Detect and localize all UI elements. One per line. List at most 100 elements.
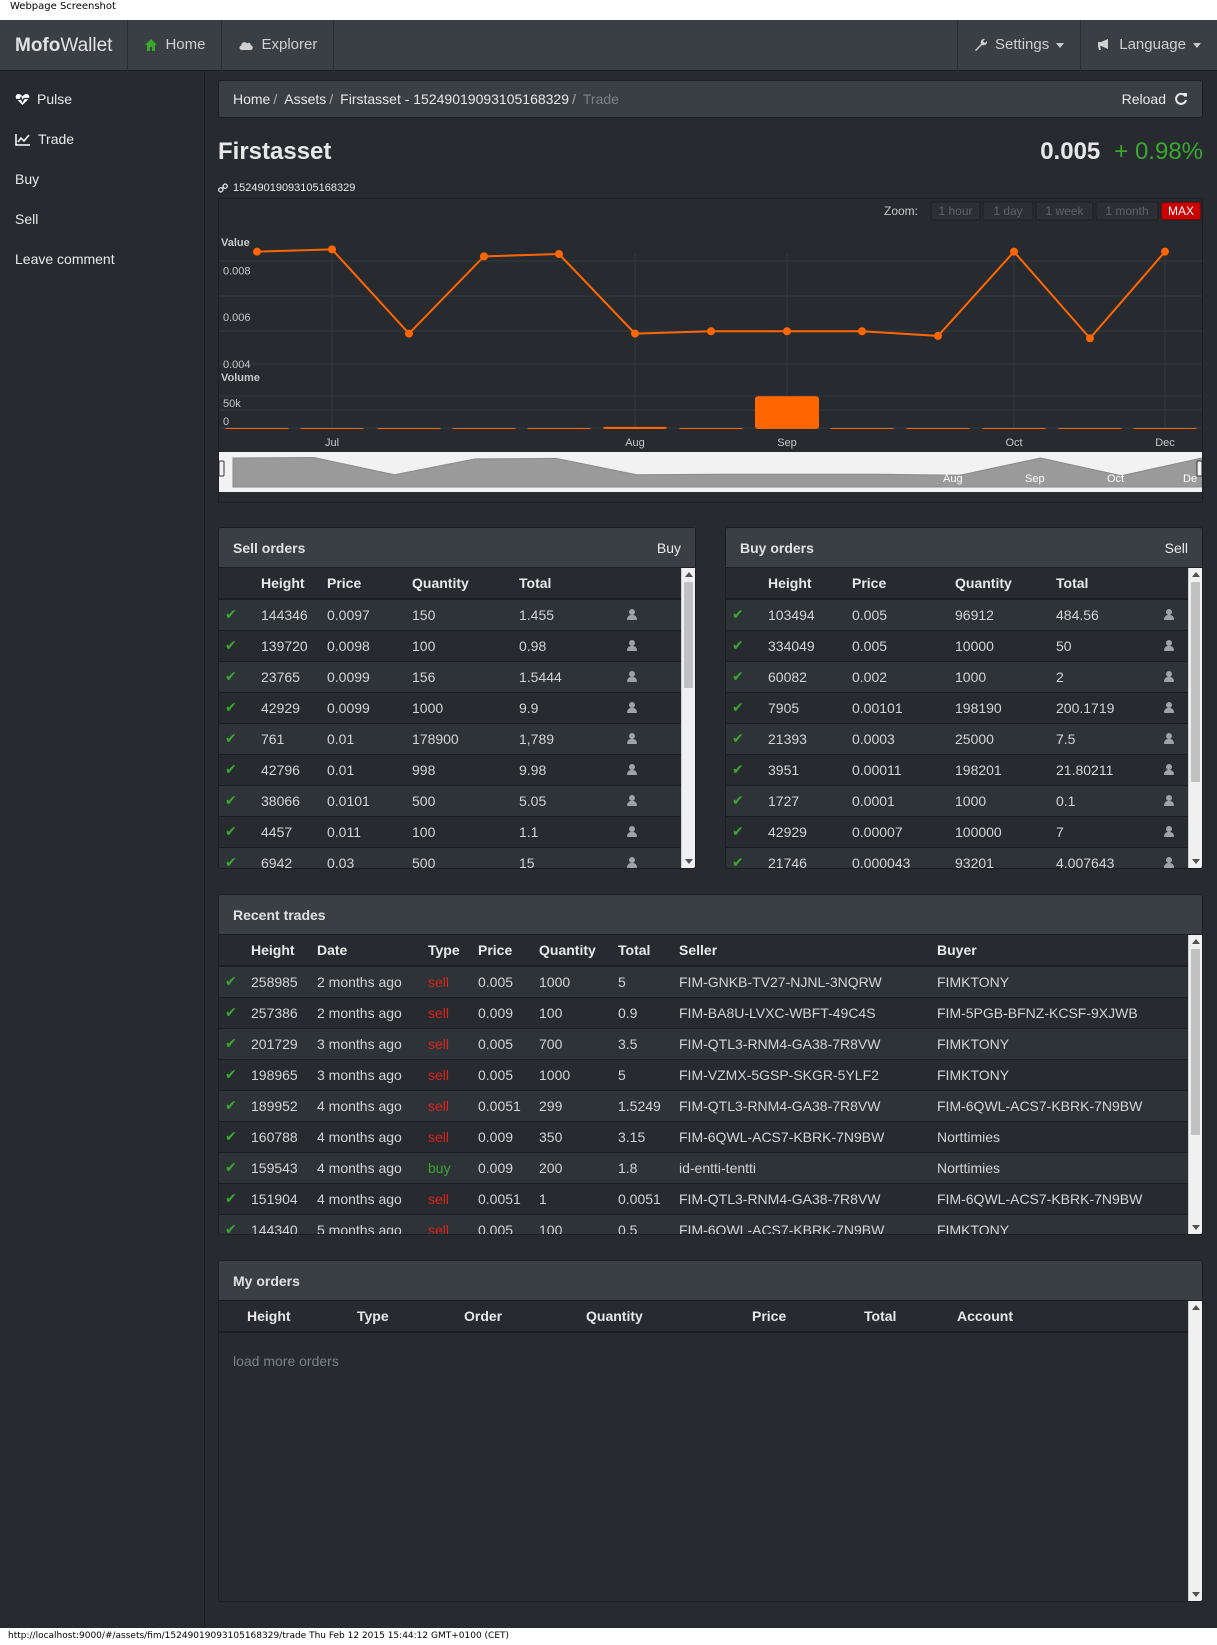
scroll-thumb[interactable] xyxy=(1191,949,1200,1135)
account-cell[interactable] xyxy=(1160,722,1188,754)
brand-logo[interactable]: MofoWallet xyxy=(0,20,129,71)
table-row[interactable]: ✔ 7905 0.00101 198190 200.1719 xyxy=(726,691,1188,723)
recent-trades-scroll[interactable]: Height Date Type Price Quantity Total Se… xyxy=(219,935,1202,1234)
table-row[interactable]: ✔ 144340 5 months ago sell 0.005 100 0.5 FIM-6Q… xyxy=(219,1213,1188,1234)
zoom-button[interactable]: 1 month xyxy=(1105,204,1148,218)
volume-bar[interactable] xyxy=(1058,428,1122,429)
volume-bar[interactable] xyxy=(603,426,667,429)
table-row[interactable]: ✔ 160788 4 months ago sell 0.009 350 3.15 FIM-6… xyxy=(219,1120,1188,1152)
volume-bar[interactable] xyxy=(830,428,894,429)
user-icon[interactable] xyxy=(627,639,637,651)
volume-bar[interactable] xyxy=(679,428,743,429)
account-cell[interactable] xyxy=(623,660,681,692)
account-cell[interactable] xyxy=(623,846,681,868)
value-point[interactable] xyxy=(631,329,639,338)
table-row[interactable]: ✔ 3951 0.00011 198201 21.80211 xyxy=(726,753,1188,785)
col-price[interactable]: Price xyxy=(323,568,408,600)
volume-bar[interactable] xyxy=(527,428,591,429)
col-order[interactable]: Order xyxy=(460,1301,582,1333)
sell-orders-scrollbar[interactable] xyxy=(681,568,695,868)
volume-bar[interactable] xyxy=(755,396,819,429)
user-icon[interactable] xyxy=(1164,670,1174,682)
account-cell[interactable] xyxy=(1160,598,1188,630)
col-price[interactable]: Price xyxy=(748,1301,860,1333)
account-cell[interactable] xyxy=(623,753,681,785)
scroll-thumb[interactable] xyxy=(684,582,693,688)
scroll-up-icon[interactable] xyxy=(1192,1305,1200,1310)
table-row[interactable]: ✔ 198965 3 months ago sell 0.005 1000 5 FIM-VZM… xyxy=(219,1058,1188,1090)
table-row[interactable]: ✔ 139720 0.0098 100 0.98 xyxy=(219,629,681,661)
sidebar-item-sell[interactable]: Sell xyxy=(0,199,204,239)
col-total[interactable]: Total xyxy=(860,1301,953,1333)
account-cell[interactable] xyxy=(623,598,681,630)
value-point[interactable] xyxy=(1086,334,1094,343)
col-quantity[interactable]: Quantity xyxy=(951,568,1052,600)
sidebar-item-leave-comment[interactable]: Leave comment xyxy=(0,239,204,279)
value-point[interactable] xyxy=(405,329,413,338)
zoom-button-bg[interactable] xyxy=(1035,201,1094,221)
col-quantity[interactable]: Quantity xyxy=(408,568,515,600)
col-type[interactable]: Type xyxy=(353,1301,460,1333)
col-date[interactable]: Date xyxy=(313,935,424,967)
col-height[interactable]: Height xyxy=(764,568,848,600)
col-height[interactable]: Height xyxy=(257,568,323,600)
zoom-button[interactable]: 1 week xyxy=(1045,204,1084,218)
nav-settings-dropdown[interactable]: Settings xyxy=(957,20,1080,71)
col-height[interactable]: Height xyxy=(247,935,313,967)
user-icon[interactable] xyxy=(1164,639,1174,651)
my-orders-scrollbar[interactable] xyxy=(1188,1301,1202,1601)
col-buyer[interactable]: Buyer xyxy=(933,935,1188,967)
value-point[interactable] xyxy=(934,331,942,340)
scroll-down-icon[interactable] xyxy=(1192,859,1200,864)
sell-link[interactable]: Sell xyxy=(1164,539,1188,556)
table-row[interactable]: ✔ 38066 0.0101 500 5.05 xyxy=(219,784,681,816)
volume-bar[interactable] xyxy=(300,428,364,429)
user-icon[interactable] xyxy=(627,794,637,806)
user-icon[interactable] xyxy=(627,732,637,744)
chart-canvas[interactable]: Zoom: 1 hour 1 day 1 week 1 month MAX Value V… xyxy=(219,199,1202,502)
zoom-button[interactable]: 1 hour xyxy=(938,204,972,218)
user-icon[interactable] xyxy=(1164,825,1174,837)
table-row[interactable]: ✔ 144346 0.0097 150 1.455 xyxy=(219,598,681,630)
col-account[interactable]: Account xyxy=(953,1301,1188,1333)
zoom-button[interactable]: 1 day xyxy=(993,204,1022,218)
scroll-thumb[interactable] xyxy=(1191,582,1200,782)
account-cell[interactable] xyxy=(623,784,681,816)
table-row[interactable]: ✔ 23765 0.0099 156 1.5444 xyxy=(219,660,681,692)
table-row[interactable]: ✔ 42796 0.01 998 9.98 xyxy=(219,753,681,785)
user-icon[interactable] xyxy=(1164,701,1174,713)
zoom-button-bg[interactable] xyxy=(1095,201,1159,221)
user-icon[interactable] xyxy=(627,763,637,775)
value-point[interactable] xyxy=(480,252,488,261)
account-cell[interactable] xyxy=(623,722,681,754)
user-icon[interactable] xyxy=(627,856,637,868)
col-height[interactable]: Height xyxy=(219,1301,353,1333)
account-cell[interactable] xyxy=(1160,815,1188,847)
sidebar-item-buy[interactable]: Buy xyxy=(0,159,204,199)
buy-orders-scroll[interactable]: Height Price Quantity Total ✔ 103494 0.005… xyxy=(726,568,1202,868)
volume-bar[interactable] xyxy=(982,428,1046,429)
user-icon[interactable] xyxy=(1164,794,1174,806)
account-cell[interactable] xyxy=(623,815,681,847)
my-orders-scroll[interactable]: Height Type Order Quantity Price Total A… xyxy=(219,1301,1202,1601)
zoom-button-bg[interactable] xyxy=(982,201,1034,221)
scroll-up-icon[interactable] xyxy=(1192,572,1200,577)
table-row[interactable]: ✔ 151904 4 months ago sell 0.0051 1 0.0051 FIM-… xyxy=(219,1182,1188,1214)
table-row[interactable]: ✔ 42929 0.0099 1000 9.9 xyxy=(219,691,681,723)
scroll-down-icon[interactable] xyxy=(685,859,693,864)
nav-language-dropdown[interactable]: Language xyxy=(1080,20,1217,71)
user-icon[interactable] xyxy=(1164,732,1174,744)
user-icon[interactable] xyxy=(1164,763,1174,775)
account-cell[interactable] xyxy=(1160,753,1188,785)
col-total[interactable]: Total xyxy=(515,568,623,600)
sidebar-item-pulse[interactable]: Pulse xyxy=(0,79,204,119)
account-cell[interactable] xyxy=(1160,691,1188,723)
value-point[interactable] xyxy=(328,245,336,254)
nav-explorer[interactable]: Explorer xyxy=(222,20,335,71)
volume-bar[interactable] xyxy=(1133,428,1197,429)
value-point[interactable] xyxy=(783,327,791,336)
volume-bar[interactable] xyxy=(377,428,441,429)
load-more-orders-link[interactable]: load more orders xyxy=(233,1353,339,1369)
table-row[interactable]: ✔ 159543 4 months ago buy 0.009 200 1.8 id-entt… xyxy=(219,1151,1188,1183)
account-cell[interactable] xyxy=(1160,660,1188,692)
